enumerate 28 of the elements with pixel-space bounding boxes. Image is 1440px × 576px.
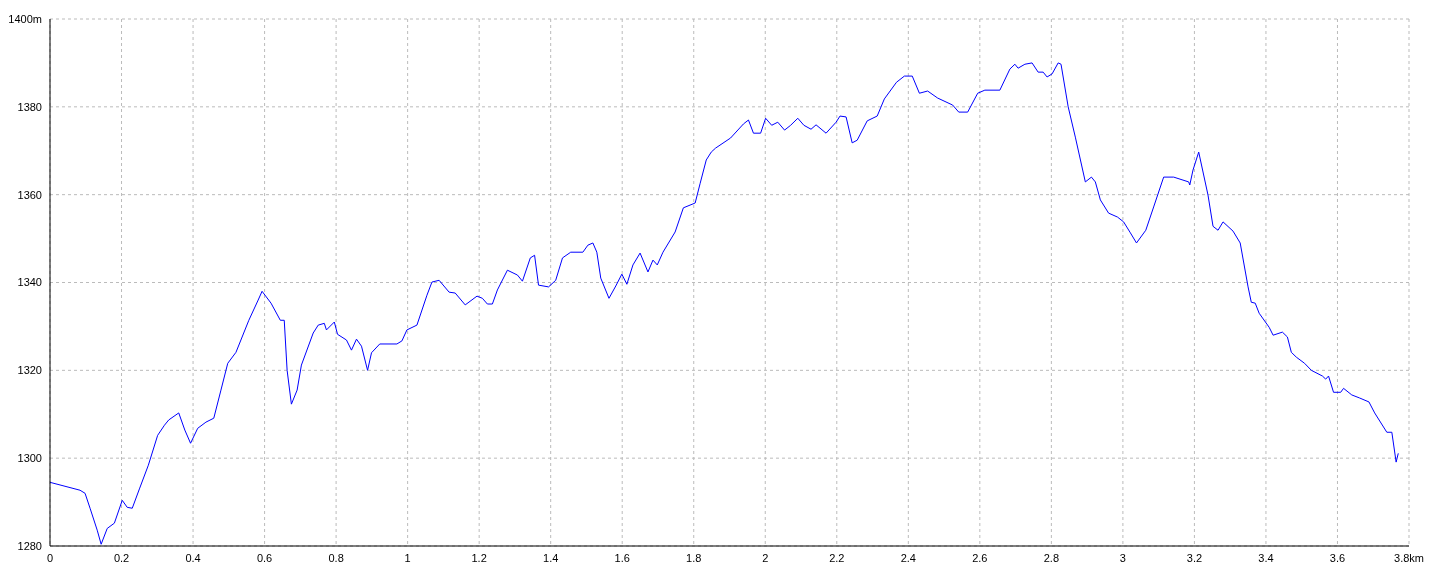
- x-tick-label: 3.4: [1258, 551, 1274, 564]
- x-tick-label: 1.6: [614, 551, 630, 564]
- x-tick-label: 2.4: [900, 551, 916, 564]
- x-tick-label: 1: [404, 551, 411, 564]
- x-tick-label: 0.4: [185, 551, 201, 564]
- y-tick-label: 1340: [17, 276, 42, 289]
- y-tick-label: 1280: [17, 539, 42, 552]
- x-tick-label: 3: [1119, 551, 1126, 564]
- x-tick-label: 3.8km: [1394, 551, 1424, 564]
- x-tick-label: 1.4: [543, 551, 559, 564]
- y-tick-label: 1300: [17, 452, 42, 465]
- x-tick-label: 0.2: [113, 551, 130, 564]
- y-tick-label: 1360: [17, 188, 42, 201]
- x-tick-label: 0.8: [328, 551, 344, 564]
- x-tick-label: 2.6: [972, 551, 988, 564]
- x-tick-label: 3.2: [1186, 551, 1203, 564]
- x-tick-label: 1.8: [686, 551, 702, 564]
- y-tick-label: 1320: [17, 364, 42, 377]
- y-tick-label: 1380: [17, 100, 42, 113]
- x-tick-label: 0: [46, 551, 54, 564]
- line-series: [50, 62, 1399, 545]
- x-tick-label: 2.8: [1043, 551, 1060, 564]
- y-tick-label: 1400m: [8, 12, 42, 25]
- x-tick-label: 2.2: [829, 551, 845, 564]
- x-tick-label: 2: [762, 551, 769, 564]
- x-tick-label: 3.6: [1329, 551, 1346, 564]
- x-tick-label: 0.6: [256, 551, 273, 564]
- x-tick-label: 1.2: [471, 551, 487, 564]
